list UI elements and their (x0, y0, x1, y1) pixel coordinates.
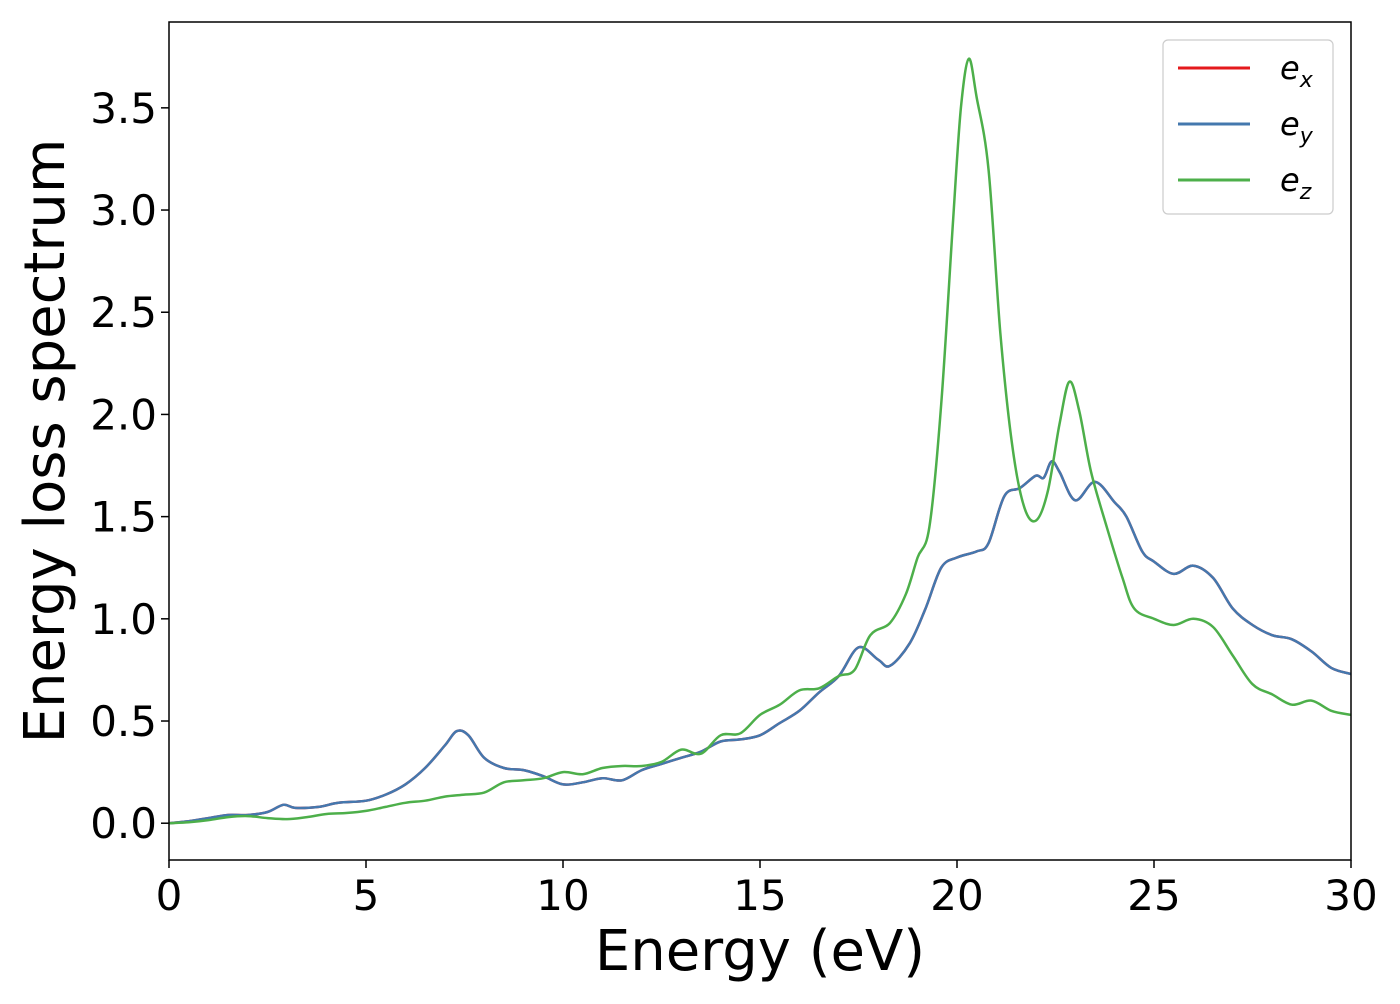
series-line-e-y (169, 460, 1351, 825)
y-tick-label: 3.5 (90, 84, 157, 133)
x-axis: 0 5 10 15 20 25 30 (156, 860, 1378, 920)
y-tick-label: 2.0 (90, 390, 157, 439)
x-tick-label: 25 (1127, 871, 1180, 920)
y-tick-label: 0.0 (90, 799, 157, 848)
series-layer (169, 57, 1351, 825)
y-tick-label: 3.0 (90, 186, 157, 235)
legend-label-subscript: y (1299, 124, 1314, 149)
y-tick-label: 0.5 (90, 697, 157, 746)
legend-label-subscript: z (1299, 180, 1312, 205)
x-tick-label: 20 (930, 871, 983, 920)
y-tick-label: 1.0 (90, 595, 157, 644)
x-tick-label: 10 (536, 871, 589, 920)
y-tick-label: 2.5 (90, 288, 157, 337)
legend-box (1162, 39, 1334, 215)
y-axis-label: Energy loss spectrum (13, 139, 78, 744)
x-tick-label: 30 (1324, 871, 1377, 920)
legend-label-subscript: x (1299, 68, 1314, 93)
y-tick-label: 1.5 (90, 493, 157, 542)
x-tick-label: 15 (733, 871, 786, 920)
x-axis-label: Energy (eV) (595, 919, 925, 984)
series-line-e-z (169, 57, 1351, 825)
y-axis: 0.0 0.5 1.0 1.5 2.0 2.5 3.0 3.5 (90, 84, 169, 848)
x-tick-label: 0 (156, 871, 183, 920)
x-tick-label: 5 (353, 871, 380, 920)
